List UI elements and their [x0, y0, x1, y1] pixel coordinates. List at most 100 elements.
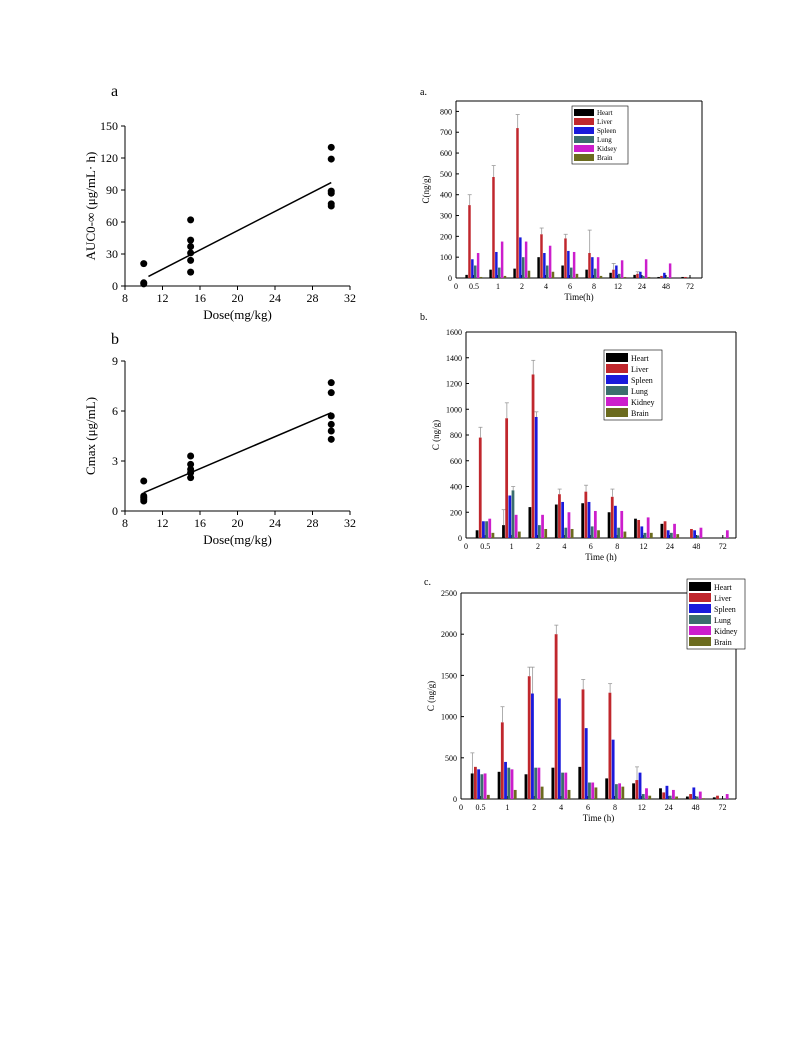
- x-axis-label: Time (h): [583, 813, 614, 823]
- data-point: [187, 474, 195, 482]
- bar: [618, 273, 621, 278]
- bar: [531, 374, 535, 538]
- bar: [492, 177, 495, 278]
- data-point: [140, 260, 148, 268]
- legend-swatch: [689, 593, 711, 602]
- legend-swatch: [689, 615, 711, 624]
- x-axis-label: Dose(mg/kg): [203, 307, 272, 322]
- bar: [647, 276, 651, 278]
- x-tick-label: 20: [232, 291, 244, 305]
- x-tick-label: 8: [615, 542, 619, 551]
- bar: [663, 521, 667, 538]
- x-tick-label: 24: [665, 803, 673, 812]
- bar: [479, 276, 483, 278]
- bar: [572, 251, 576, 278]
- bar: [690, 528, 693, 538]
- y-tick-label: 700: [440, 128, 452, 137]
- x-tick-label: 0: [459, 803, 463, 812]
- bar: [540, 234, 543, 278]
- data-point: [327, 189, 335, 197]
- bar: [575, 273, 579, 278]
- bar: [581, 689, 585, 799]
- bar: [685, 796, 689, 799]
- x-tick-label: 1: [505, 803, 509, 812]
- legend-swatch: [574, 118, 594, 125]
- x-tick-label: 72: [719, 803, 727, 812]
- legend-label: Brain: [631, 409, 649, 418]
- bar: [522, 257, 525, 278]
- bar: [503, 275, 507, 278]
- x-tick-label: 12: [614, 282, 622, 291]
- y-tick-label: 600: [440, 149, 452, 158]
- bar: [670, 532, 673, 538]
- bar: [544, 528, 548, 538]
- bar: [564, 527, 568, 538]
- y-tick-label: 100: [440, 253, 452, 262]
- panel-label: b.: [420, 312, 428, 323]
- bar: [527, 270, 531, 278]
- bar: [642, 275, 645, 278]
- bar: [591, 257, 594, 278]
- legend-label: Brain: [714, 638, 732, 647]
- data-point: [187, 268, 195, 276]
- bar: [662, 792, 666, 799]
- legend-swatch: [606, 408, 628, 417]
- bar: [505, 418, 509, 538]
- scatter-auc-chart: a 8 12 16 20 24 28 32 0 30 60 90 120 150 Dose(mg/kg) AU…: [83, 83, 356, 322]
- bar: [615, 265, 618, 278]
- data-point: [187, 243, 195, 251]
- bar: [537, 257, 540, 278]
- bar: [725, 530, 729, 538]
- x-tick-label: 28: [307, 291, 319, 305]
- scatter-auc-panel: a 8 12 16 20 24 28 32 0 30 60 90 120 150 Dose(mg/kg) AU…: [83, 80, 375, 325]
- x-tick-label: 4: [544, 282, 548, 291]
- bar: [534, 416, 538, 538]
- x-tick-label: 4: [562, 542, 566, 551]
- x-axis-label: Time (h): [585, 552, 616, 562]
- legend-label: Lung: [631, 387, 648, 396]
- bar: [588, 782, 591, 799]
- x-tick-label: 8: [122, 291, 128, 305]
- bar: [612, 269, 615, 278]
- y-tick-label: 400: [440, 191, 452, 200]
- y-tick-label: 1000: [441, 713, 457, 722]
- data-point: [187, 216, 195, 224]
- bar-chart-c-panel: c. 0 500 1000 1500 2000 2500 0 0.5 1 2 4 6 8 12 24 48 72 T…: [410, 573, 750, 838]
- bar: [554, 634, 558, 799]
- scatter-cmax-chart: b 8 12 16 20 24 28 32 0 3 6 9 Dose(mg/kg) Cmax (μg/mL…: [83, 331, 356, 547]
- bar: [590, 526, 594, 538]
- bar: [468, 205, 471, 278]
- x-tick-label: 0.5: [480, 542, 490, 551]
- bar: [725, 794, 729, 799]
- data-point: [187, 460, 195, 468]
- bar: [609, 272, 612, 278]
- bar: [634, 518, 637, 538]
- bar: [666, 530, 670, 538]
- legend-label: Liver: [597, 118, 613, 126]
- y-tick-label: 9: [112, 354, 118, 368]
- bar: [470, 773, 474, 799]
- x-tick-label: 6: [568, 282, 572, 291]
- bar: [570, 267, 573, 278]
- data-point: [187, 452, 195, 460]
- y-tick-label: 500: [440, 170, 452, 179]
- y-tick-label: 6: [112, 404, 118, 418]
- fit-line: [143, 411, 332, 494]
- x-tick-label: 6: [586, 803, 590, 812]
- legend-label: Brain: [597, 154, 613, 162]
- bar: [584, 491, 588, 538]
- legend-swatch: [574, 127, 594, 134]
- bar: [524, 241, 528, 278]
- bar: [497, 771, 501, 799]
- data-point: [327, 427, 335, 435]
- bar: [668, 795, 672, 799]
- bar: [485, 521, 488, 538]
- bar: [633, 274, 636, 278]
- bar: [617, 527, 620, 538]
- data-point: [140, 477, 148, 485]
- bar: [558, 494, 561, 538]
- y-axis-label: C(ng/g): [421, 175, 431, 203]
- legend-swatch: [574, 136, 594, 143]
- y-tick-label: 200: [440, 232, 452, 241]
